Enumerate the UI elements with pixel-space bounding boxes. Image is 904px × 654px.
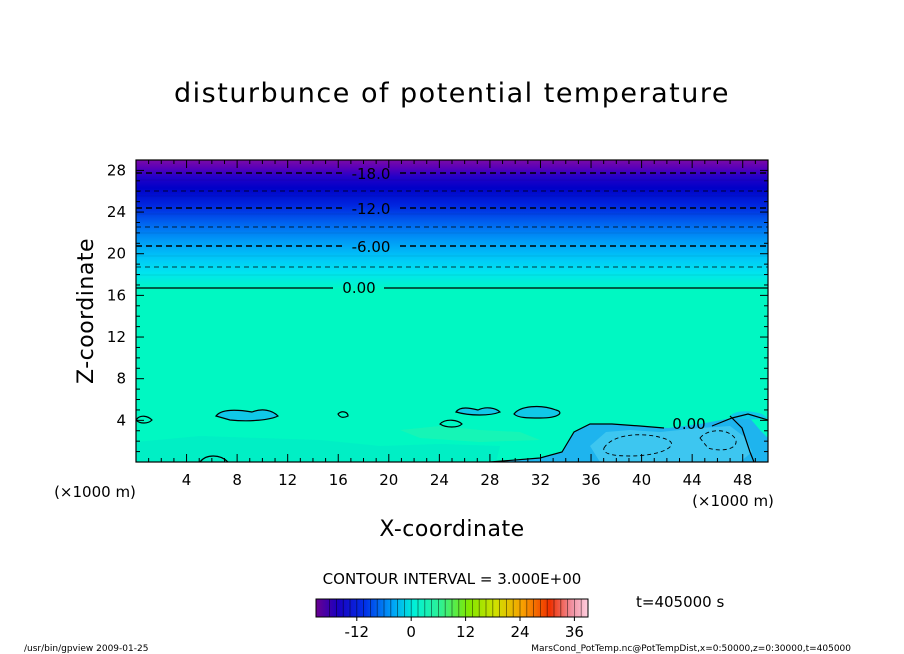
x-tick-label: 28: [480, 471, 499, 489]
contour-interval: CONTOUR INTERVAL = 3.000E+00: [323, 570, 582, 588]
x-tick-label: 8: [232, 471, 242, 489]
y-tick-label: 20: [107, 245, 126, 263]
chart-title: disturbunce of potential temperature: [174, 78, 730, 109]
contour-line-surface: [489, 423, 665, 462]
y-axis: 4 8 12 16 20 24 28: [107, 159, 768, 463]
x-tick-label: 24: [430, 471, 449, 489]
colorbar-tick-label: -12: [345, 623, 370, 641]
time-label: t=405000 s: [636, 593, 724, 611]
contour-cloud: [439, 419, 463, 428]
x-unit-left: (×1000 m): [54, 483, 136, 501]
contour-line-surface: [711, 413, 768, 427]
y-tick-label: 28: [107, 161, 126, 179]
contour-label: -6.00: [352, 238, 391, 256]
x-tick-label: 32: [531, 471, 550, 489]
contour-lines: [136, 172, 768, 462]
contour-cloud: [214, 409, 280, 422]
colorbar-frame: [315, 598, 589, 618]
contour-line-negative: [603, 434, 672, 457]
footer-left: /usr/bin/gpview 2009-01-25: [24, 644, 148, 654]
colorbar-tick-label: 36: [565, 623, 584, 641]
y-tick-label: 8: [116, 370, 126, 388]
x-tick-label: 20: [379, 471, 398, 489]
y-tick-label: 16: [107, 286, 126, 304]
x-axis: 4 8 12 16 20 24 28 32 36 40 44 48: [135, 160, 769, 489]
x-tick-label: 40: [632, 471, 651, 489]
footer-right: MarsCond_PotTemp.nc@PotTempDist,x=0:5000…: [531, 644, 851, 654]
contour-cloud: [337, 411, 349, 418]
x-unit-right: (×1000 m): [692, 492, 774, 510]
colorbar-tick-label: 24: [510, 623, 529, 641]
contour-cloud: [136, 415, 153, 424]
y-tick-label: 4: [116, 411, 126, 429]
y-axis-label: Z-coordinate: [74, 238, 99, 384]
y-tick-label: 24: [107, 203, 126, 221]
y-tick-label: 12: [107, 328, 126, 346]
x-tick-label: 16: [329, 471, 348, 489]
contour-cloud: [513, 405, 561, 419]
x-axis-label: X-coordinate: [379, 517, 524, 542]
contour-cloud: [455, 407, 502, 416]
x-tick-label: 4: [182, 471, 192, 489]
colorbar-tick-label: 0: [406, 623, 416, 641]
colorbar: -12 0 12 24 36: [315, 598, 589, 641]
colorbar-tick-label: 12: [456, 623, 475, 641]
x-tick-label: 48: [733, 471, 752, 489]
contour-label: -12.0: [352, 200, 391, 218]
contour-label: 0.00: [342, 279, 375, 297]
x-tick-label: 44: [683, 471, 702, 489]
contour-line-surface: [729, 415, 755, 462]
contour-label: -18.0: [352, 165, 391, 183]
contour-labels: -18.0 -12.0 -6.00 0.00 0.00: [342, 165, 705, 433]
x-tick-label: 36: [581, 471, 600, 489]
contour-label: 0.00: [672, 415, 705, 433]
contour-cloud: [199, 455, 229, 462]
x-tick-label: 12: [278, 471, 297, 489]
